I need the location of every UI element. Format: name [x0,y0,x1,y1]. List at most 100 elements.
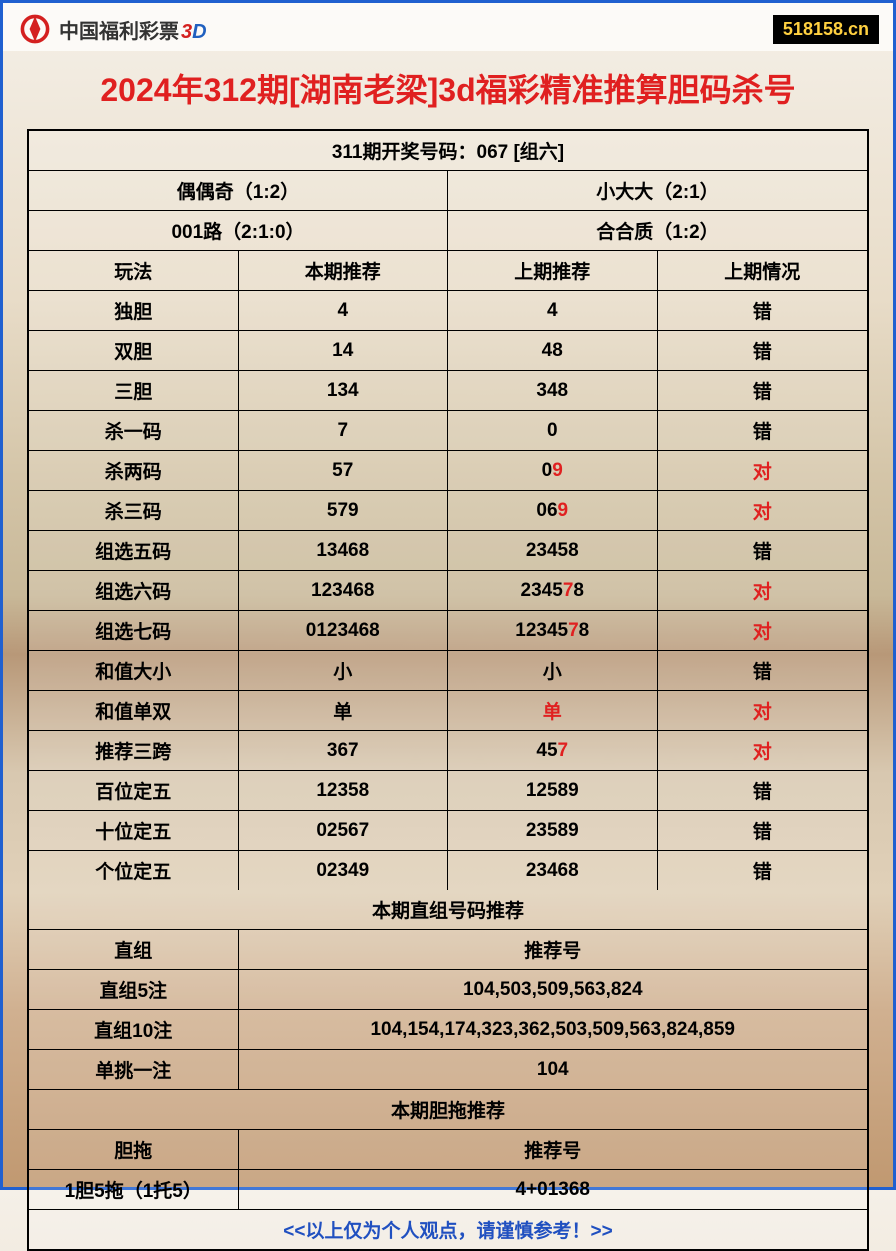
play-name: 和值大小 [29,651,239,690]
zhizu-head-right: 推荐号 [239,930,868,969]
col-header-play: 玩法 [29,251,239,290]
current-rec: 单 [239,691,449,730]
zhizu5-value: 104,503,509,563,824 [239,970,868,1009]
lottery-logo-icon [17,11,53,47]
prev-rec: 457 [448,731,658,770]
result-status: 错 [658,291,868,330]
prev-rec: 小 [448,651,658,690]
prev-rec: 0 [448,411,658,450]
current-rec: 02349 [239,851,449,890]
result-status: 错 [658,811,868,850]
current-rec: 367 [239,731,449,770]
single-value: 104 [239,1050,868,1089]
play-name: 独胆 [29,291,239,330]
prime-info: 合合质（1:2） [448,211,867,250]
play-name: 推荐三跨 [29,731,239,770]
dantuo-head-right: 推荐号 [239,1130,868,1169]
table-row: 双胆1448错 [29,331,867,371]
prev-rec: 234578 [448,571,658,610]
current-rec: 14 [239,331,449,370]
table-row: 杀三码579069对 [29,491,867,531]
current-rec: 123468 [239,571,449,610]
col-header-current: 本期推荐 [239,251,449,290]
col-header-prev: 上期推荐 [448,251,658,290]
play-name: 组选六码 [29,571,239,610]
logo-area: 中国福利彩票 3D [17,11,207,47]
table-row: 杀两码5709对 [29,451,867,491]
col-header-result: 上期情况 [658,251,868,290]
current-rec: 12358 [239,771,449,810]
table-row: 和值大小小小错 [29,651,867,691]
prev-rec: 12589 [448,771,658,810]
result-status: 错 [658,411,868,450]
play-name: 十位定五 [29,811,239,850]
header-bar: 中国福利彩票 3D 518158.cn [3,3,893,51]
current-rec: 579 [239,491,449,530]
current-rec: 7 [239,411,449,450]
zhizu10-value: 104,154,174,323,362,503,509,563,824,859 [239,1010,868,1049]
page-title: 2024年312期[湖南老梁]3d福彩精准推算胆码杀号 [3,51,893,129]
single-label: 单挑一注 [29,1050,239,1089]
result-status: 对 [658,571,868,610]
table-row: 独胆44错 [29,291,867,331]
parity-info: 偶偶奇（1:2） [29,171,448,210]
table-row: 组选七码01234681234578对 [29,611,867,651]
table-row: 个位定五0234923468错 [29,851,867,890]
brand-label: 中国福利彩票 [59,15,179,44]
current-rec: 02567 [239,811,449,850]
result-status: 错 [658,531,868,570]
result-status: 对 [658,731,868,770]
dantuo-head-left: 胆拖 [29,1130,239,1169]
brand-text: 中国福利彩票 3D [59,15,207,44]
prev-rec: 069 [448,491,658,530]
zhizu5-label: 直组5注 [29,970,239,1009]
result-status: 错 [658,331,868,370]
site-badge: 518158.cn [773,15,879,44]
prev-rec: 48 [448,331,658,370]
play-name: 杀一码 [29,411,239,450]
zhizu-head-left: 直组 [29,930,239,969]
prev-rec: 4 [448,291,658,330]
table-row: 和值单双单单对 [29,691,867,731]
prev-rec: 23458 [448,531,658,570]
result-status: 对 [658,611,868,650]
table-row: 组选六码123468234578对 [29,571,867,611]
zhizu10-label: 直组10注 [29,1010,239,1049]
table-row: 百位定五1235812589错 [29,771,867,811]
play-name: 杀三码 [29,491,239,530]
play-name: 杀两码 [29,451,239,490]
result-status: 对 [658,491,868,530]
table-row: 三胆134348错 [29,371,867,411]
footer-note: <<以上仅为个人观点，请谨慎参考！>> [29,1210,867,1249]
current-rec: 0123468 [239,611,449,650]
brand-3d: 3D [181,21,207,44]
table-row: 十位定五0256723589错 [29,811,867,851]
table-row: 组选五码1346823458错 [29,531,867,571]
play-name: 和值单双 [29,691,239,730]
result-status: 错 [658,651,868,690]
table-row: 推荐三跨367457对 [29,731,867,771]
size-info: 小大大（2:1） [448,171,867,210]
data-sheet: 311期开奖号码：067 [组六] 偶偶奇（1:2） 小大大（2:1） 001路… [27,129,869,1251]
current-rec: 13468 [239,531,449,570]
zhizu-title: 本期直组号码推荐 [29,890,867,929]
route-info: 001路（2:1:0） [29,211,448,250]
draw-info: 311期开奖号码：067 [组六] [29,131,867,170]
result-status: 错 [658,371,868,410]
play-name: 百位定五 [29,771,239,810]
play-name: 组选七码 [29,611,239,650]
table-row: 杀一码70错 [29,411,867,451]
current-rec: 57 [239,451,449,490]
prev-rec: 09 [448,451,658,490]
play-name: 双胆 [29,331,239,370]
play-name: 三胆 [29,371,239,410]
result-status: 对 [658,691,868,730]
result-status: 错 [658,771,868,810]
prev-rec: 单 [448,691,658,730]
dantuo-title: 本期胆拖推荐 [29,1090,867,1129]
play-name: 组选五码 [29,531,239,570]
prev-rec: 1234578 [448,611,658,650]
current-rec: 4 [239,291,449,330]
current-rec: 134 [239,371,449,410]
prev-rec: 23589 [448,811,658,850]
